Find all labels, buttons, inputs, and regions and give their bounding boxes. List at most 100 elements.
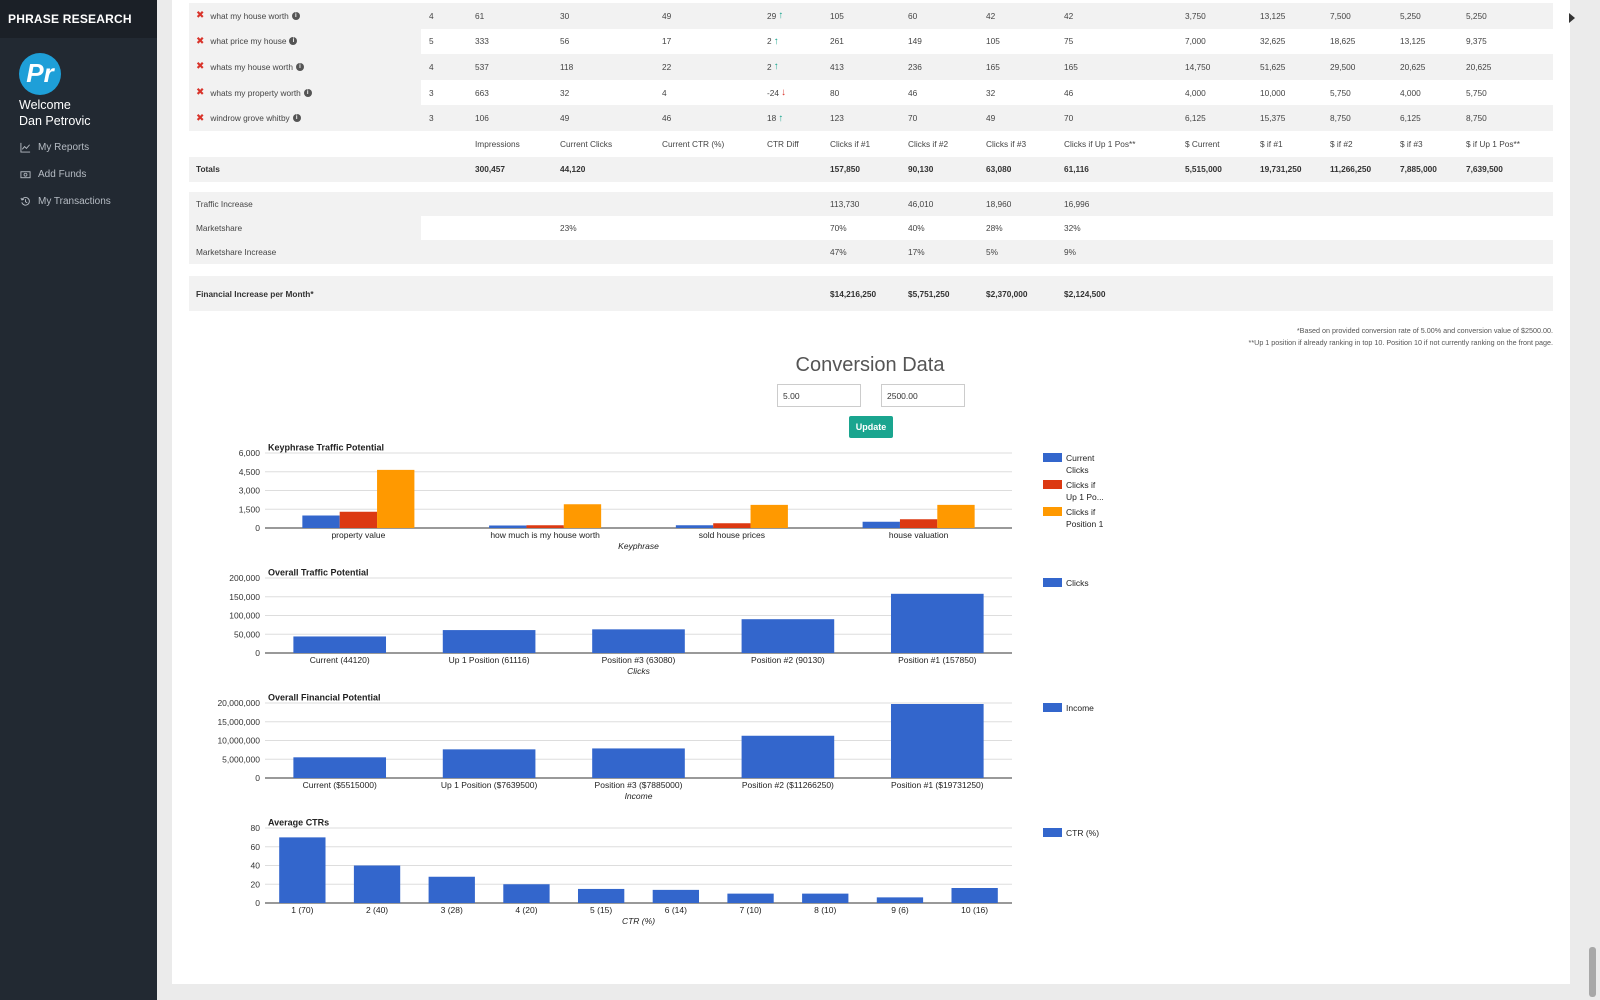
x-axis-title: CTR (%)	[622, 916, 655, 926]
info-icon[interactable]: i	[303, 88, 312, 97]
remove-icon[interactable]: ✖	[196, 87, 205, 99]
value-cell: 6,125	[1400, 113, 1421, 124]
chart-title: Keyphrase Traffic Potential	[268, 442, 384, 452]
financial-increase-cell: $14,216,250	[830, 288, 877, 299]
row-background	[421, 28, 1553, 55]
keyphrase-text: whats my property worth	[210, 87, 301, 98]
legend-label: Clicks if	[1066, 480, 1096, 490]
conversion-value-input[interactable]	[881, 384, 965, 407]
value-cell: 80	[830, 87, 840, 98]
value-cell: 46	[1064, 87, 1074, 98]
marketshare-cell: 40%	[908, 223, 925, 234]
value-cell: 8,750	[1466, 113, 1487, 124]
traffic-increase-label: Traffic Increase	[196, 199, 253, 210]
value-cell: 29,500	[1330, 61, 1356, 72]
totals-cell: 7,639,500	[1466, 164, 1503, 175]
y-tick-label: 150,000	[229, 592, 260, 602]
marketshare-increase-cell: 5%	[986, 247, 998, 258]
y-tick-label: 0	[255, 898, 260, 908]
table-header-row: Impressions Current Clicks Current CTR (%)…	[189, 131, 1553, 157]
financial-increase-cell: $5,751,250	[908, 288, 950, 299]
ctr-diff-cell: 2 ↑	[767, 54, 779, 80]
marketshare-cell: 70%	[830, 223, 847, 234]
legend-swatch	[1043, 828, 1062, 837]
remove-icon[interactable]: ✖	[196, 112, 205, 124]
ctr-diff-cell: -24 ↓	[767, 80, 786, 106]
bar	[503, 884, 550, 903]
y-tick-label: 0	[255, 523, 260, 533]
remove-icon[interactable]: ✖	[196, 10, 205, 22]
legend-label: Clicks	[1066, 465, 1089, 475]
sidebar-item-add-funds[interactable]: Add Funds	[20, 161, 111, 188]
user-name: Dan Petrovic	[19, 114, 91, 128]
remove-icon[interactable]: ✖	[196, 61, 205, 73]
legend-label: Clicks	[1066, 578, 1089, 588]
table-row: ✖ what my house worth i 4 61 30 49 29 ↑ 105 60 42 42…	[189, 3, 1553, 29]
value-cell: 51,625	[1260, 61, 1286, 72]
value-cell: 32,625	[1260, 36, 1286, 47]
traffic-increase-cell: 113,730	[830, 199, 860, 210]
bar	[713, 523, 751, 528]
arrow-up-icon: ↑	[773, 35, 779, 47]
value-cell: 4,000	[1400, 87, 1421, 98]
financial-increase-label: Financial Increase per Month*	[196, 288, 314, 299]
info-icon[interactable]: i	[292, 114, 301, 123]
conversion-data-title: Conversion Data	[795, 354, 945, 376]
brand-logo-text[interactable]: PHRASE RESEARCH	[0, 0, 157, 38]
value-cell: 261	[830, 36, 844, 47]
y-tick-label: 50,000	[234, 629, 260, 639]
bar	[741, 619, 835, 653]
value-cell: 42	[986, 10, 996, 21]
keyphrase-cell: ✖ whats my property worth i	[189, 79, 421, 106]
x-tick-label: Up 1 Position (61116)	[449, 655, 530, 665]
x-tick-label: 8 (10)	[814, 905, 836, 915]
page-scrollbar-thumb[interactable]	[1589, 947, 1596, 997]
info-icon[interactable]: i	[291, 11, 300, 20]
x-tick-label: Current (44120)	[310, 655, 370, 665]
totals-cell: 44,120	[560, 164, 586, 175]
info-icon[interactable]: i	[295, 62, 304, 71]
remove-icon[interactable]: ✖	[196, 35, 205, 47]
impressions-cell: 537	[475, 61, 489, 72]
marketshare-increase-cell: 47%	[830, 247, 847, 258]
bar	[951, 888, 998, 903]
value-cell: 70	[1064, 113, 1074, 124]
sidebar-item-my-transactions[interactable]: My Transactions	[20, 188, 111, 215]
impressions-cell: 61	[475, 10, 485, 21]
welcome-block: Welcome Dan Petrovic	[19, 97, 91, 129]
value-cell: 10,000	[1260, 87, 1286, 98]
value-cell: 413	[830, 61, 844, 72]
value-cell: 13,125	[1260, 10, 1286, 21]
bar	[750, 504, 788, 528]
keyphrase-text: what price my house	[210, 36, 287, 47]
sidebar-item-label: My Transactions	[38, 196, 111, 207]
legend-swatch	[1043, 703, 1062, 712]
value-cell: 123	[830, 113, 844, 124]
caret-right-icon[interactable]	[1569, 13, 1575, 23]
keyphrase-cell: ✖ what my house worth i	[189, 3, 421, 29]
bar	[802, 893, 849, 903]
bar	[675, 525, 714, 528]
conversion-rate-input[interactable]	[777, 384, 861, 407]
ctr-diff-value: 18	[767, 113, 777, 124]
bar	[377, 469, 415, 528]
column-header: CTR Diff	[767, 138, 799, 149]
row-background	[421, 79, 1553, 106]
value-cell: 9,375	[1466, 36, 1487, 47]
legend-swatch	[1043, 453, 1062, 462]
traffic-increase-row: Traffic Increase 113,730 46,010 18,960 16,99…	[189, 192, 1553, 217]
sidebar-item-my-reports[interactable]: My Reports	[20, 134, 111, 161]
position-cell: 5	[429, 36, 434, 47]
legend-label: Position 1	[1066, 519, 1104, 529]
x-tick-label: house valuation	[889, 530, 949, 540]
info-icon[interactable]: i	[289, 37, 298, 46]
chart-title: Overall Financial Potential	[268, 692, 381, 702]
y-tick-label: 80	[251, 823, 261, 833]
row-spacer	[189, 264, 1553, 276]
totals-cell: 300,457	[475, 164, 505, 175]
average-ctrs-chart: Average CTRs 0 20 40 60 80 1 (70) 2 (40) 3 (28) 4…	[251, 817, 1100, 926]
bar	[428, 876, 475, 903]
column-header: Clicks if #1	[830, 138, 871, 149]
column-header: Current CTR (%)	[662, 138, 725, 149]
update-button[interactable]: Update	[849, 416, 893, 438]
